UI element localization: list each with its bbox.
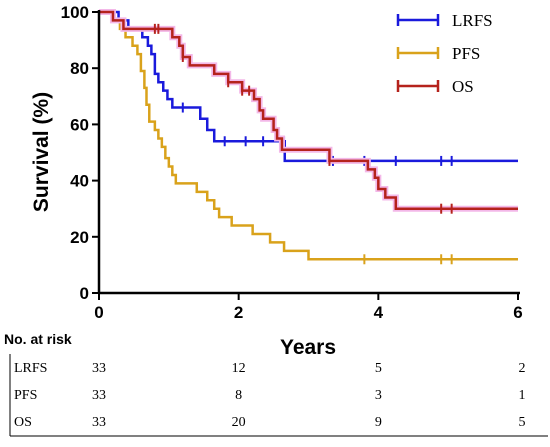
y-tick-label-100: 100 bbox=[61, 3, 89, 22]
legend: LRFS PFS OS bbox=[396, 11, 493, 96]
series-line-pfs bbox=[99, 10, 518, 261]
risk-row-label-os: OS bbox=[14, 415, 32, 430]
legend-label-lrfs: LRFS bbox=[452, 11, 493, 30]
axes-group bbox=[97, 10, 520, 295]
risk-value-os-4: 9 bbox=[375, 415, 382, 430]
ticks-group: 0 20 40 60 80 100 0 2 4 6 bbox=[61, 3, 523, 322]
risk-value-lrfs-0: 33 bbox=[92, 361, 106, 376]
series-os-halo bbox=[99, 9, 518, 212]
y-tick-label-0: 0 bbox=[80, 284, 89, 303]
risk-row-label-pfs: PFS bbox=[14, 388, 37, 403]
risk-value-pfs-2: 8 bbox=[235, 388, 242, 403]
y-tick-label-80: 80 bbox=[70, 59, 89, 78]
series-line-os bbox=[99, 10, 518, 210]
x-tick-label-6: 6 bbox=[513, 303, 522, 322]
risk-value-pfs-0: 33 bbox=[92, 388, 106, 403]
risk-table: No. at risk LRFS 33 12 5 2 PFS 33 8 3 1 OS 33 20 9 5 bbox=[4, 331, 548, 437]
series-group bbox=[99, 9, 518, 265]
risk-row-label-lrfs: LRFS bbox=[14, 361, 47, 376]
risk-value-pfs-6: 1 bbox=[519, 388, 526, 403]
y-tick-label-20: 20 bbox=[70, 228, 89, 247]
risk-value-lrfs-4: 5 bbox=[375, 361, 382, 376]
y-tick-label-60: 60 bbox=[70, 115, 89, 134]
risk-value-lrfs-6: 2 bbox=[519, 361, 526, 376]
legend-label-os: OS bbox=[452, 77, 474, 96]
x-tick-label-2: 2 bbox=[234, 303, 243, 322]
y-tick-label-40: 40 bbox=[70, 172, 89, 191]
risk-value-pfs-4: 3 bbox=[375, 388, 382, 403]
risk-table-title: No. at risk bbox=[4, 331, 72, 347]
risk-value-os-6: 5 bbox=[519, 415, 526, 430]
risk-value-os-2: 20 bbox=[232, 415, 246, 430]
legend-label-pfs: PFS bbox=[452, 44, 480, 63]
x-tick-label-4: 4 bbox=[374, 303, 384, 322]
y-axis-title: Survival (%) bbox=[30, 92, 53, 212]
risk-value-os-0: 33 bbox=[92, 415, 106, 430]
x-axis-title: Years bbox=[280, 336, 336, 359]
risk-value-lrfs-2: 12 bbox=[232, 361, 246, 376]
x-tick-label-0: 0 bbox=[94, 303, 103, 322]
